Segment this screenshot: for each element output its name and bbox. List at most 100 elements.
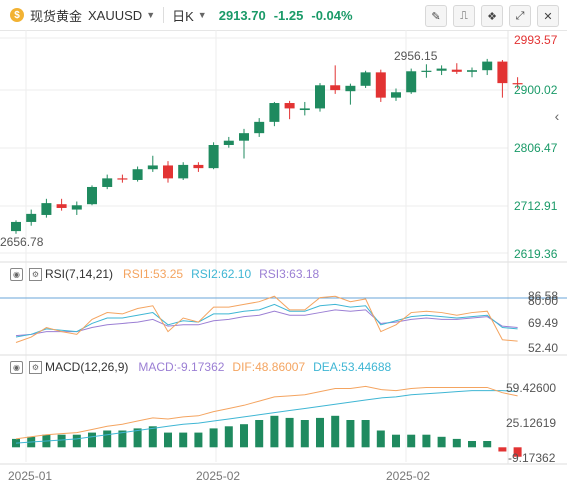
chevron-down-icon[interactable]: ▼ — [146, 10, 156, 20]
macd-histogram-bar — [468, 441, 476, 448]
candle-body — [360, 72, 371, 86]
candle-body — [421, 70, 432, 72]
macd-histogram-bar — [57, 434, 66, 448]
candle-body — [269, 103, 280, 122]
last-price: 2913.70 — [218, 7, 266, 23]
dea-line — [15, 390, 518, 444]
dea-value: DEA:53.44688 — [313, 360, 392, 374]
candle-body — [147, 165, 158, 170]
eye-icon[interactable]: ◉ — [10, 360, 23, 374]
macd-histogram-bar — [498, 447, 507, 452]
dif-value: DIF:48.86007 — [232, 360, 306, 374]
candle-body — [132, 169, 143, 180]
macd-histogram-bar — [483, 441, 492, 448]
macd-histogram-bar — [72, 434, 81, 448]
macd-histogram-bar — [437, 436, 446, 448]
macd-histogram-bar — [376, 430, 385, 448]
candle-body — [467, 70, 477, 72]
settings-icon[interactable]: ⚙ — [29, 267, 42, 281]
rsi-axis-label: 80.00 — [528, 294, 559, 308]
toolbar-actions: ✎ ⎍ ❖ ⤢ ✕ — [425, 5, 559, 27]
candle-body — [512, 83, 523, 85]
candle-body — [299, 108, 310, 111]
macd-histogram-bar — [422, 434, 431, 448]
dif-line — [15, 385, 518, 440]
price-axis-label: 2619.36 — [514, 247, 558, 261]
scroll-left-icon[interactable]: ‹ — [554, 108, 560, 124]
macd-histogram-bar — [270, 415, 279, 448]
macd-value: MACD:-9.17362 — [138, 360, 225, 374]
macd-histogram-bar — [103, 430, 112, 448]
candle-body — [102, 178, 113, 187]
date-axis-label: 2025-02 — [386, 469, 431, 483]
high-marker-label: 2956.15 — [394, 49, 438, 63]
macd-histogram-bar — [255, 420, 264, 448]
candle-body — [71, 205, 82, 210]
candle-body — [451, 69, 462, 72]
candle-body — [239, 133, 249, 141]
candle-body — [117, 178, 128, 180]
close-icon[interactable]: ✕ — [537, 5, 559, 27]
top-toolbar: $ 现货黄金 XAUUSD ▼ 日K ▼ 2913.70 -1.25 -0.04… — [0, 0, 567, 31]
price-axis-label: 2712.91 — [514, 199, 558, 213]
macd-axis-label: 59.42600 — [506, 381, 557, 395]
rsi3-value: RSI3:63.18 — [259, 267, 320, 281]
candle-body — [208, 145, 219, 169]
candle-body — [391, 92, 401, 98]
candle-body — [406, 71, 417, 93]
rsi-axis-label: 86.58 — [528, 289, 559, 303]
compare-icon[interactable]: ❖ — [481, 5, 503, 27]
candle-body — [497, 61, 508, 84]
macd-histogram-bar — [513, 447, 522, 457]
candle-body — [482, 61, 493, 71]
candle-body — [345, 85, 356, 92]
macd-histogram-bar — [209, 428, 218, 448]
period-chevron-icon[interactable]: ▼ — [197, 10, 207, 20]
candle-body — [163, 165, 173, 179]
macd-histogram-bar — [164, 432, 172, 448]
candle-body — [330, 85, 341, 91]
symbol-name[interactable]: 现货黄金 — [30, 8, 83, 24]
rsi-title[interactable]: RSI(7,14,21) — [45, 267, 114, 281]
candle-body — [193, 164, 204, 169]
macd-histogram-bar — [148, 426, 157, 448]
draw-tool-icon[interactable]: ✎ — [425, 5, 447, 27]
indicator-icon[interactable]: ⎍ — [453, 5, 475, 27]
macd-histogram-bar — [300, 420, 309, 448]
candle-body — [87, 186, 97, 205]
settings-icon[interactable]: ⚙ — [29, 360, 42, 374]
macd-histogram-bar — [361, 420, 370, 448]
macd-histogram-bar — [316, 417, 324, 448]
candle-body — [41, 203, 52, 215]
candle-body — [178, 164, 189, 179]
macd-histogram-bar — [179, 432, 188, 448]
period-selector[interactable]: 日K — [172, 8, 194, 24]
candle-body — [26, 213, 37, 222]
eye-icon[interactable]: ◉ — [10, 267, 23, 281]
macd-histogram-bar — [392, 434, 400, 448]
candle-body — [56, 204, 67, 208]
rsi2-line — [15, 303, 518, 338]
macd-title[interactable]: MACD(12,26,9) — [45, 360, 129, 374]
candle-body — [254, 121, 265, 134]
macd-histogram-bar — [88, 432, 96, 448]
price-axis-label: 2900.02 — [514, 83, 558, 97]
rsi-axis-label: 52.40 — [528, 341, 559, 355]
macd-histogram-bar — [346, 420, 355, 448]
macd-axis-label: 25.12619 — [506, 416, 557, 430]
candle-body — [284, 103, 295, 109]
macd-histogram-bar — [194, 432, 203, 448]
gold-coin-icon: $ — [10, 8, 24, 22]
date-axis-label: 2025-01 — [8, 469, 53, 483]
rsi-legend: ◉ ⚙ RSI(7,14,21) RSI1:53.25 RSI2:62.10 R… — [0, 265, 510, 283]
symbol-ticker[interactable]: XAUUSD — [88, 7, 143, 23]
candle-body — [436, 68, 447, 71]
price-change-pct: -0.04% — [311, 7, 353, 23]
price-axis-label: 2993.57 — [514, 33, 558, 47]
rsi1-line — [15, 295, 518, 343]
macd-histogram-bar — [240, 424, 248, 448]
expand-icon[interactable]: ⤢ — [509, 5, 531, 27]
rsi-axis-label: 69.49 — [528, 316, 559, 330]
candle-body — [11, 221, 21, 232]
